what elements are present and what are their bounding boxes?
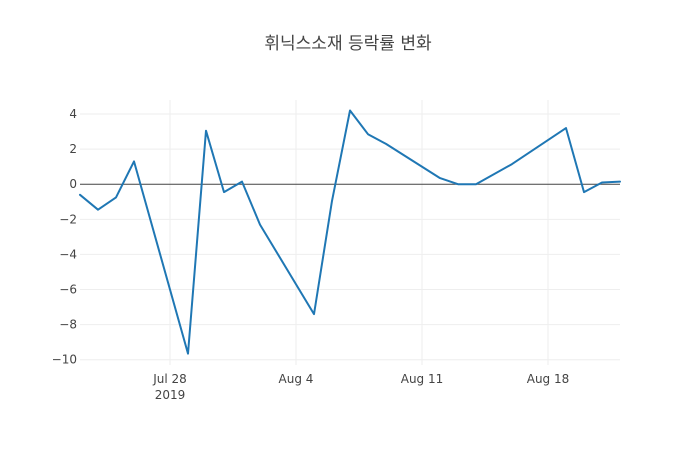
series-line (79, 109, 621, 355)
x-tick-label: Aug 18 (527, 372, 570, 386)
y-tick-label: 0 (69, 177, 77, 191)
y-tick-label: −8 (59, 318, 77, 332)
x-tick-label: Jul 28 (152, 372, 187, 386)
x-tick-label: Aug 4 (279, 372, 314, 386)
y-tick-label: 4 (69, 107, 77, 121)
y-tick-label: −10 (52, 353, 77, 367)
x-tick-label: Aug 11 (401, 372, 444, 386)
grid-layer (80, 100, 620, 365)
y-tick-label: −4 (59, 247, 77, 261)
chart-title: 휘닉스소재 등락률 변화 (264, 34, 432, 54)
series-layer (79, 109, 621, 355)
y-tick-label: 2 (69, 142, 77, 156)
y-tick-label: −2 (59, 212, 77, 226)
y-tick-label: −6 (59, 283, 77, 297)
axis-labels: 4 2 0 −2 −4 −6 −8 −10 Jul 28 2019 Aug 4 Aug 11 Aug 1… (52, 107, 570, 402)
x-tick-year-label: 2019 (155, 388, 186, 402)
